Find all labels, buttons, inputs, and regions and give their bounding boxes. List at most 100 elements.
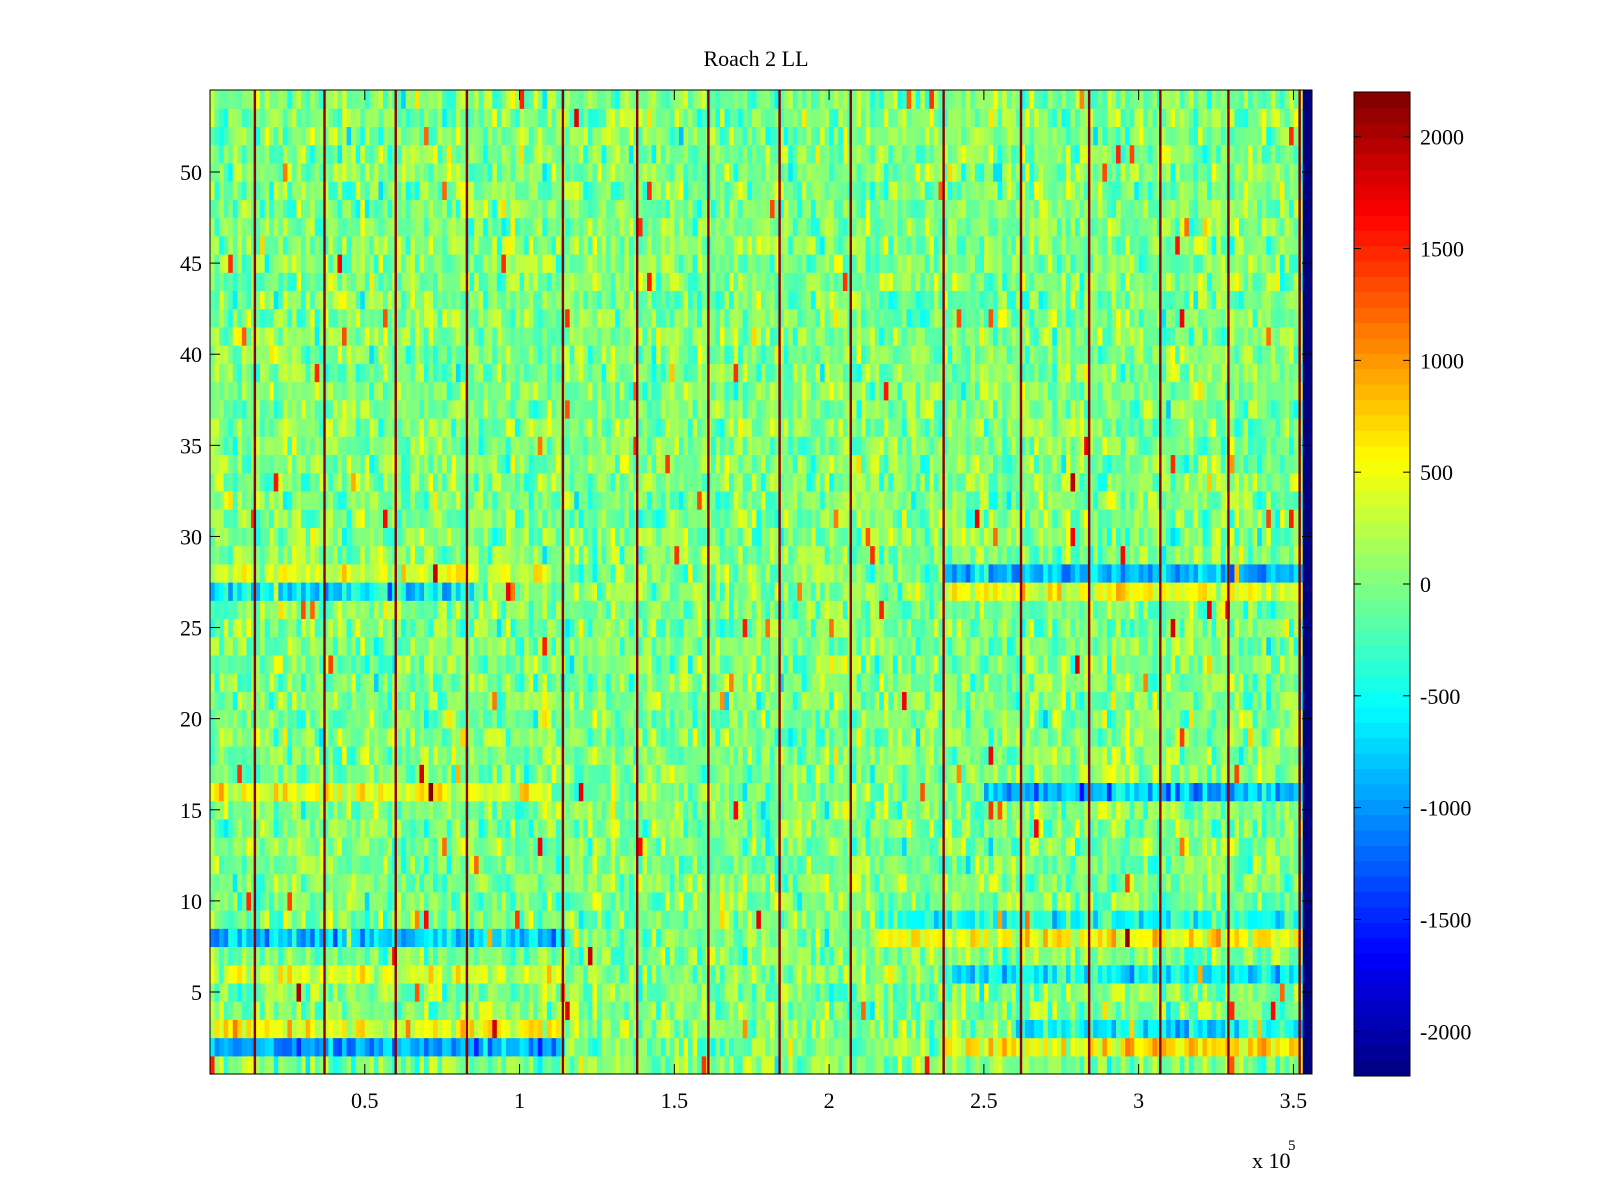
heatmap-cell: [323, 982, 329, 1002]
heatmap-cell: [952, 1037, 958, 1057]
heatmap-cell: [246, 818, 252, 838]
heatmap-cell: [779, 928, 785, 948]
heatmap-cell: [355, 964, 361, 984]
heatmap-cell: [1120, 891, 1126, 911]
heatmap-cell: [542, 800, 548, 820]
heatmap-cell: [956, 764, 962, 784]
heatmap-cell: [1248, 764, 1254, 784]
heatmap-cell: [360, 873, 366, 893]
heatmap-cell: [460, 709, 466, 729]
heatmap-cell: [1202, 891, 1208, 911]
heatmap-cell: [556, 837, 562, 856]
heatmap-cell: [1175, 964, 1181, 984]
heatmap-cell: [351, 891, 357, 911]
heatmap-cell: [569, 746, 575, 765]
heatmap-cell: [423, 709, 430, 729]
heatmap-cell: [1184, 727, 1190, 747]
heatmap-cell: [342, 928, 348, 948]
heatmap-cell: [924, 946, 930, 966]
heatmap-cell: [587, 946, 594, 966]
heatmap-cell: [756, 982, 762, 1002]
heatmap-cell: [314, 746, 320, 765]
heatmap-cell: [533, 691, 539, 711]
heatmap-cell: [496, 727, 502, 747]
heatmap-cell: [1279, 855, 1286, 875]
heatmap-cell: [250, 800, 257, 820]
heatmap-cell: [984, 873, 990, 893]
heatmap-cell: [364, 1037, 370, 1057]
heatmap-cell: [442, 1055, 448, 1075]
heatmap-cell: [246, 1055, 252, 1075]
heatmap-cell: [1015, 782, 1022, 802]
heatmap-cell: [674, 818, 680, 838]
heatmap-cell: [246, 1037, 252, 1057]
heatmap-cell: [715, 982, 721, 1002]
heatmap-cell: [929, 982, 935, 1002]
heatmap-cell: [1106, 982, 1113, 1002]
heatmap-cell: [924, 764, 930, 784]
heatmap-cell: [578, 964, 584, 984]
heatmap-cell: [606, 691, 612, 711]
heatmap-cell: [282, 837, 288, 856]
heatmap-cell: [688, 709, 694, 729]
heatmap-cell: [260, 1055, 266, 1075]
heatmap-cell: [924, 964, 930, 984]
heatmap-cell: [628, 1055, 635, 1075]
heatmap-cell: [906, 764, 912, 784]
heatmap-cell: [815, 782, 821, 802]
heatmap-cell: [1138, 928, 1144, 948]
heatmap-cell: [920, 1037, 926, 1057]
heatmap-cell: [451, 764, 457, 784]
heatmap-cell: [861, 964, 867, 984]
heatmap-cell: [319, 818, 325, 838]
heatmap-cell: [897, 727, 903, 747]
heatmap-cell: [701, 800, 707, 820]
heatmap-cell: [282, 709, 288, 729]
heatmap-cell: [984, 782, 990, 802]
heatmap-cell: [1065, 910, 1072, 929]
heatmap-cell: [724, 727, 730, 747]
heatmap-cell: [250, 964, 257, 984]
heatmap-cell: [519, 691, 525, 711]
heatmap-cell: [997, 873, 1003, 893]
heatmap-cell: [688, 910, 694, 929]
heatmap-cell: [1088, 800, 1094, 820]
heatmap-cell: [492, 1019, 498, 1039]
heatmap-cell: [1015, 764, 1022, 784]
heatmap-cell: [806, 764, 812, 784]
heatmap-cell: [947, 764, 953, 784]
heatmap-cell: [515, 800, 521, 820]
heatmap-cell: [460, 837, 466, 856]
heatmap-cell: [1088, 928, 1094, 948]
heatmap-cell: [1170, 818, 1176, 838]
heatmap-cell: [515, 709, 521, 729]
heatmap-cell: [1284, 910, 1290, 929]
heatmap-cell: [674, 1037, 680, 1057]
heatmap-cell: [232, 928, 238, 948]
heatmap-cell: [1207, 1055, 1213, 1075]
heatmap-cell: [556, 818, 562, 838]
heatmap-cell: [738, 1037, 744, 1057]
heatmap-cell: [1129, 910, 1135, 929]
heatmap-cell: [214, 746, 220, 765]
heatmap-cell: [770, 746, 776, 765]
heatmap-cell: [1266, 727, 1272, 747]
heatmap-cell: [282, 855, 288, 875]
heatmap-cell: [387, 873, 393, 893]
heatmap-cell: [423, 982, 430, 1002]
heatmap-cell: [911, 946, 917, 966]
heatmap-cell: [255, 928, 261, 948]
heatmap-cell: [870, 910, 876, 929]
heatmap-cell: [751, 709, 757, 729]
heatmap-cell: [260, 1037, 266, 1057]
heatmap-cell: [1179, 746, 1185, 765]
heatmap-cell: [656, 1037, 662, 1057]
heatmap-cell: [742, 982, 748, 1002]
heatmap-cell: [556, 764, 562, 784]
heatmap-cell: [1061, 1019, 1067, 1039]
heatmap-cell: [1261, 782, 1267, 802]
heatmap-cell: [952, 982, 958, 1002]
heatmap-cell: [606, 837, 612, 856]
heatmap-cell: [979, 964, 985, 984]
heatmap-cell: [1129, 746, 1135, 765]
